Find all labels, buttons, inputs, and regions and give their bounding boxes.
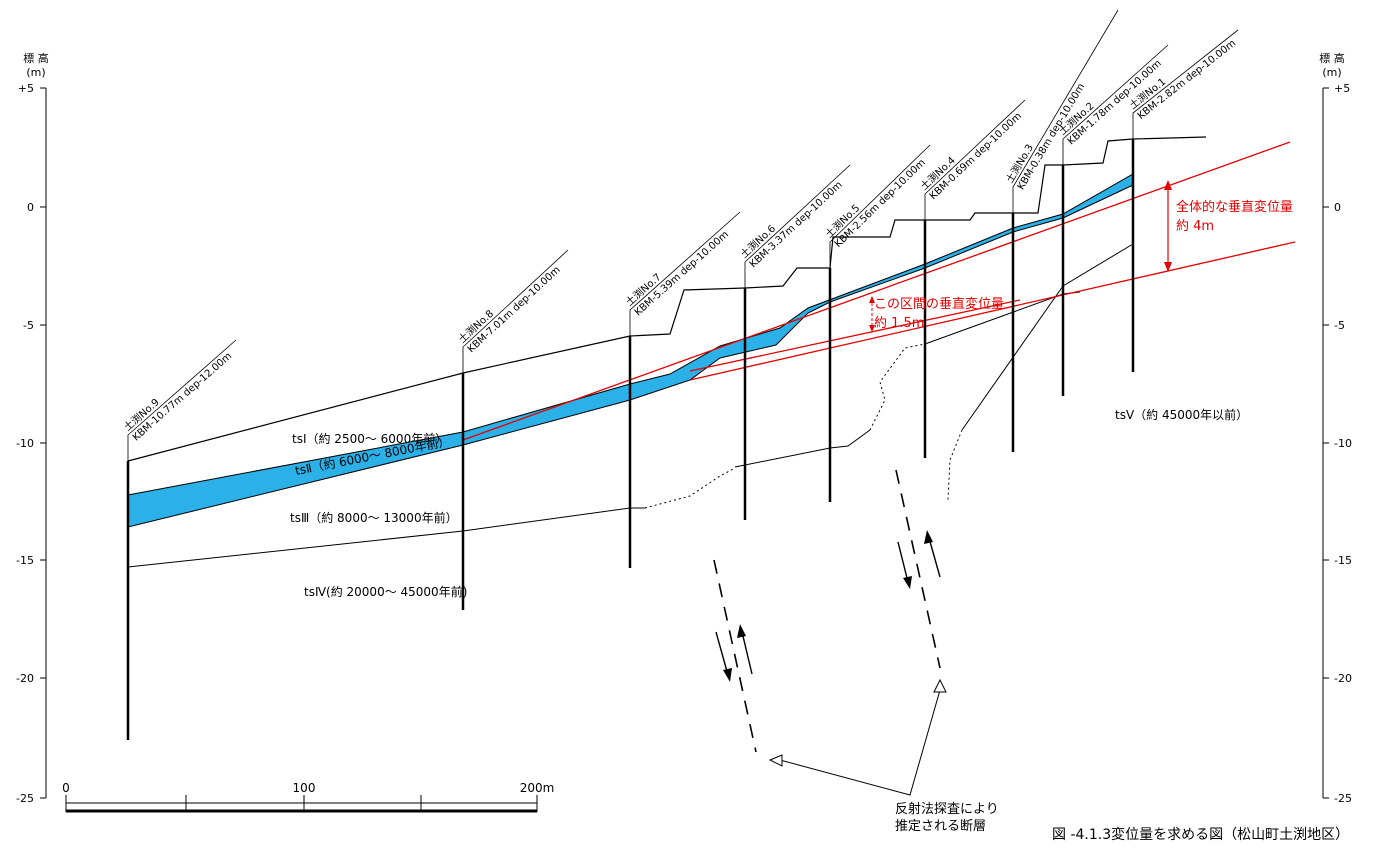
left-axis-tick-label: -20 [16,672,34,685]
overall-displacement-text: 全体的な垂直変位量 [1176,199,1293,215]
left-axis-tick-label: -15 [16,554,34,567]
scale-label-100: 100 [293,781,316,795]
left-axis-tick-label: 0 [27,201,34,214]
left-axis-tick-label: -10 [16,437,34,450]
section-displacement-value: 約 1.5m [874,316,924,331]
right-axis-tick-label: -25 [1334,792,1352,805]
layer-ts3-base-line [127,507,645,568]
right-axis-unit: (m) [1322,66,1341,79]
right-axis-tick-label: -10 [1334,437,1352,450]
borehole-leader [829,144,931,268]
fault-line-right [961,243,1134,431]
left-axis-tick-label: +5 [18,82,34,95]
right-axis-tick-label: -5 [1334,319,1345,332]
overall-displacement-arrow [1164,180,1172,272]
right-axis-tick-label: -20 [1334,672,1352,685]
layer-label-ts1: tsⅠ（約 2500～ 6000年前） [292,431,447,446]
fault-dashed-middle [895,469,941,669]
borehole-detail: KBM-5.39m dep-10.00m [633,229,731,318]
left-axis-tick-label: -5 [23,319,34,332]
fault-annotation-line2: 推定される断層 [895,819,986,834]
displacement-line-upper [462,141,1291,441]
borehole-leader [744,164,851,288]
layer-label-ts5: tsⅤ（約 45000年以前） [1115,407,1248,422]
borehole-leader [1062,44,1169,165]
borehole-detail: KBM-10.77m dep-12.00m [131,351,234,444]
right-axis-label: 標 高 [1319,51,1345,65]
left-axis-label: 標 高 [23,51,49,65]
borehole-detail: KBM-0.69m dep-10.00m [928,111,1024,202]
displacement-line-lower [689,241,1296,381]
borehole-leader [629,211,741,336]
borehole-detail: KBM-2.56m dep-10.00m [833,157,928,250]
borehole-leader [462,249,569,373]
borehole-leader [924,99,1026,220]
right-axis-tick-label: -15 [1334,554,1352,567]
scale-label-0: 0 [62,781,70,795]
fault-line-right-dotted [947,429,963,501]
layer-ts4-top-dotted [869,343,926,431]
borehole-leader [1012,9,1119,213]
left-elevation-axis: 標 高 (m) +5 0 -5 -10 -15 -20 -25 [16,51,49,805]
fault-callout-pointer [768,678,947,796]
layer-ts3-base-dotted [644,467,736,509]
section-displacement-arrow [869,296,875,332]
section-displacement-text: この区間の垂直変位量 [874,296,1004,312]
figure-caption: 図 -4.1.3変位量を求める図（松山町土渕地区） [1052,827,1350,843]
left-axis-tick-label: -25 [16,792,34,805]
overall-displacement-value: 約 4m [1176,219,1214,234]
borehole-leader [1132,29,1239,139]
layer-label-ts4: tsⅣ(約 20000～ 45000年前) [304,584,467,599]
right-axis-tick-label: +5 [1334,82,1350,95]
fault-annotation-line1: 反射法探査により [895,801,999,817]
right-elevation-axis: 標 高 (m) +5 0 -5 -10 -15 -20 -25 [1319,51,1352,805]
ground-surface-line [127,136,1207,462]
scale-label-200: 200m [520,781,555,795]
layer-ts4-top-line [734,429,871,468]
borehole-detail: KBM-2.82m dep-10.00m [1136,38,1238,122]
layer-label-ts3: tsⅢ（約 8000～ 13000年前） [290,510,458,525]
left-axis-unit: (m) [26,66,45,79]
fault-dashed-left [713,559,757,753]
scale-bar: 0 100 200m [62,781,555,813]
borehole-detail: KBM-7.01m dep-10.00m [466,265,563,356]
borehole-leader [127,339,237,461]
right-axis-tick-label: 0 [1334,201,1341,214]
fault-motion-arrows [715,530,941,682]
